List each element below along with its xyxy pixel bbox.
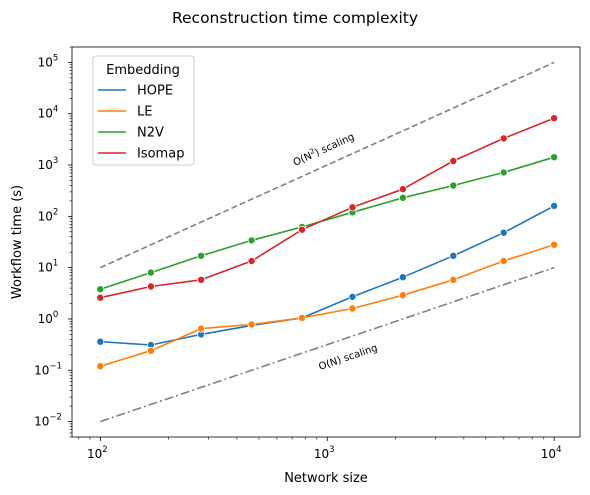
legend-label-n2v: N2V (137, 126, 164, 141)
data-point-n2v (97, 286, 104, 293)
data-point-isomap (500, 135, 507, 142)
data-point-n2v (147, 269, 154, 276)
x-axis-label: Network size (284, 471, 368, 486)
data-point-n2v (198, 252, 205, 259)
legend-label-isomap: Isomap (137, 147, 184, 162)
data-point-le (399, 292, 406, 299)
data-point-le (450, 276, 457, 283)
data-point-isomap (147, 283, 154, 290)
data-point-le (97, 363, 104, 370)
data-point-n2v (399, 194, 406, 201)
y-tick-label: 10−1 (34, 361, 62, 377)
data-point-le (298, 314, 305, 321)
legend-label-hope: HOPE (137, 84, 173, 99)
data-point-hope (551, 202, 558, 209)
chart-title: Reconstruction time complexity (172, 9, 418, 27)
legend: Embedding HOPE LE N2V Isomap (93, 56, 194, 165)
x-tick-label: 104 (541, 445, 562, 461)
data-point-isomap (198, 276, 205, 283)
data-point-n2v (500, 169, 507, 176)
data-point-n2v (551, 154, 558, 161)
x-tick-label: 103 (314, 445, 335, 461)
y-tick-label: 103 (38, 156, 59, 172)
y-tick-label: 100 (38, 310, 59, 326)
y-tick-label: 104 (38, 105, 59, 121)
x-tick-label: 102 (87, 445, 108, 461)
data-point-hope (500, 229, 507, 236)
data-point-hope (450, 252, 457, 259)
y-tick-label: 105 (38, 53, 59, 69)
y-tick-label: 102 (38, 207, 59, 223)
legend-label-le: LE (137, 105, 152, 120)
data-point-isomap (399, 186, 406, 193)
data-point-hope (349, 293, 356, 300)
legend-title: Embedding (106, 63, 180, 78)
data-point-le (147, 347, 154, 354)
data-point-le (248, 321, 255, 328)
data-point-n2v (248, 237, 255, 244)
data-point-isomap (298, 226, 305, 233)
data-point-n2v (450, 182, 457, 189)
y-tick-label: 101 (38, 259, 59, 275)
data-point-le (551, 241, 558, 248)
data-point-isomap (248, 257, 255, 264)
data-point-le (500, 257, 507, 264)
data-point-hope (399, 274, 406, 281)
data-point-isomap (349, 204, 356, 211)
y-axis-label: Workflow time (s) (10, 185, 25, 299)
data-point-isomap (450, 157, 457, 164)
data-point-le (349, 305, 356, 312)
data-point-le (198, 325, 205, 332)
y-tick-label: 10−2 (34, 413, 62, 429)
data-point-hope (97, 338, 104, 345)
data-point-isomap (97, 294, 104, 301)
data-point-isomap (551, 115, 558, 122)
